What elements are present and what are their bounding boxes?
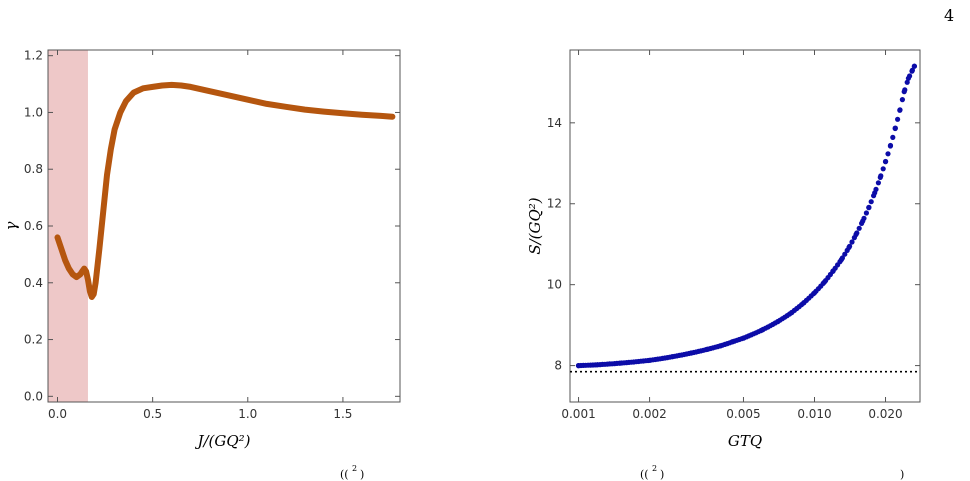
right-x-axis-label: GTQ: [728, 432, 762, 450]
right-x-tick-label: 0.020: [868, 407, 902, 421]
left-x-axis-label: J/(GQ²): [194, 432, 250, 450]
right-curve-dot: [844, 247, 850, 253]
right-curve-dot: [911, 63, 918, 69]
right-y-axis-label: S/(GQ²): [526, 197, 544, 254]
right-curve-dot: [897, 107, 903, 113]
right-curve-dot: [866, 205, 872, 211]
caption-fragment: 2: [652, 464, 658, 473]
right-y-tick-label: 8: [554, 359, 562, 373]
left-x-tick-label: 1.5: [333, 407, 352, 421]
right-curve-dot: [868, 199, 874, 205]
right-curve-dot: [854, 230, 860, 236]
page-number: 4: [944, 6, 955, 25]
right-curve-dot: [861, 215, 867, 221]
right-curve-dot: [909, 68, 915, 74]
left-y-tick-label: 0.2: [24, 333, 43, 347]
right-curve-dot: [907, 73, 913, 79]
right-curve-dot: [842, 251, 848, 257]
right-x-tick-label: 0.005: [726, 407, 760, 421]
right-y-tick-label: 12: [547, 197, 562, 211]
caption-fragment: ): [360, 468, 365, 481]
right-curve-dot: [851, 235, 858, 241]
right-curve-dot: [859, 220, 865, 226]
right-curve-dot: [880, 166, 886, 172]
right-curve-dot: [904, 79, 910, 85]
left-series-line: [54, 81, 396, 300]
left-y-tick-label: 0.8: [24, 162, 43, 176]
right-curve-dot: [899, 97, 906, 103]
left-y-tick-label: 0.4: [24, 276, 43, 290]
right-series-dots: [575, 63, 918, 369]
caption-fragment: ): [900, 468, 905, 481]
right-curve-dot: [839, 255, 846, 261]
right-curve-dot: [885, 151, 891, 157]
right-curve-dot: [856, 225, 862, 231]
right-curve-dot: [873, 186, 879, 192]
right-curve-dot: [849, 239, 855, 245]
right-curve-dot: [875, 180, 882, 186]
left-y-tick-label: 1.2: [24, 49, 43, 63]
right-x-tick-label: 0.010: [797, 407, 831, 421]
right-curve-dot: [863, 210, 870, 216]
left-y-axis-label: γ: [2, 221, 20, 230]
caption-fragment: 2: [352, 464, 358, 473]
right-curve-dot: [890, 134, 896, 140]
right-x-tick-label: 0.001: [561, 407, 595, 421]
left-shaded-region: [48, 50, 88, 402]
right-ticks: 0.001 0.002 0.005 0.010 0.020 8 10 12 14: [547, 50, 920, 421]
right-curve-dot: [892, 125, 898, 132]
caption-fragment: ): [660, 468, 665, 481]
left-x-tick-label: 1.0: [238, 407, 257, 421]
caption-fragment: ((: [640, 468, 649, 481]
right-curve-dot: [883, 158, 889, 165]
left-y-tick-label: 0.0: [24, 389, 43, 403]
left-chart: 0.0 0.5 1.0 1.5 0.0 0.2 0.4 0.6 0.8 1.0 1.2 J/(GQ²…: [2, 49, 401, 450]
right-curve-dot: [847, 243, 853, 249]
left-y-tick-label: 0.6: [24, 219, 43, 233]
right-plot-frame: [569, 49, 921, 403]
right-curve-dot: [871, 193, 877, 199]
right-y-tick-label: 14: [547, 116, 562, 130]
left-ticks: 0.0 0.5 1.0 1.5 0.0 0.2 0.4 0.6 0.8 1.0 1.2: [24, 49, 400, 421]
right-curve-dot: [887, 143, 894, 149]
right-curve-dot: [902, 87, 908, 93]
right-x-tick-label: 0.002: [632, 407, 666, 421]
caption-fragment: ((: [340, 468, 349, 481]
right-curve-dot: [878, 173, 884, 179]
right-curve-dot: [895, 116, 901, 122]
right-chart: 0.001 0.002 0.005 0.010 0.020 8 10 12 14 GTQ S/(…: [526, 49, 921, 450]
right-y-tick-label: 10: [547, 278, 562, 292]
left-x-tick-label: 0.0: [48, 407, 67, 421]
left-y-tick-label: 1.0: [24, 105, 43, 119]
left-x-tick-label: 0.5: [143, 407, 162, 421]
